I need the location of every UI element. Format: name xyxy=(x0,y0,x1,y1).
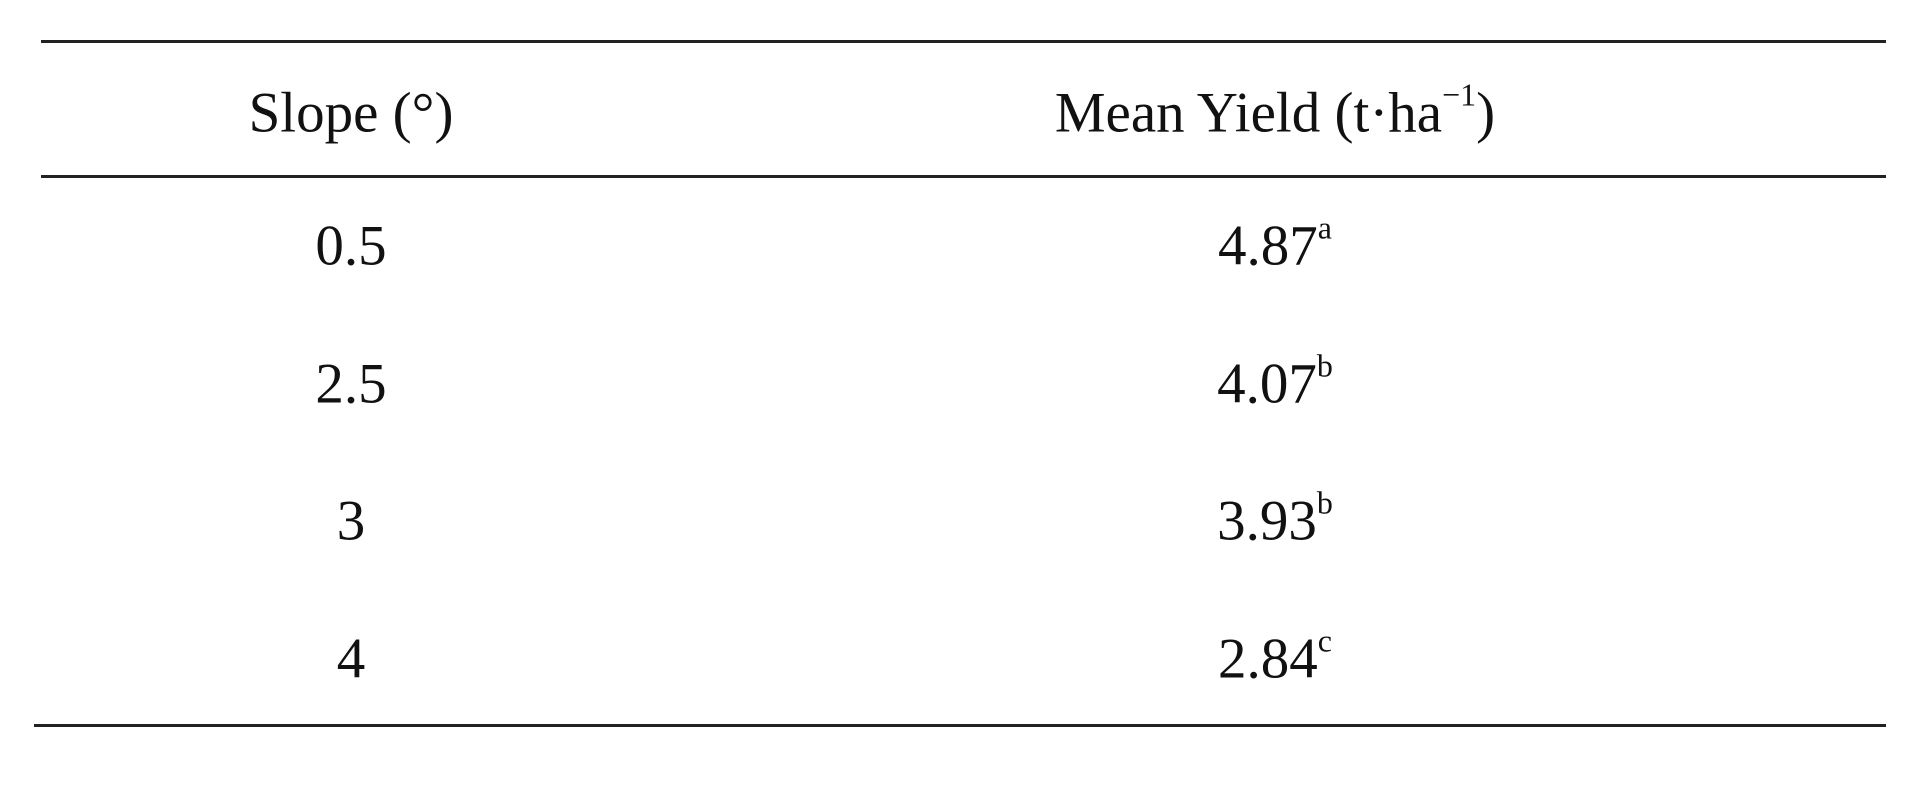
superscript: b xyxy=(1316,484,1333,521)
body-cell-text: 0.5 xyxy=(315,214,387,278)
body-cell-text: 4.87 xyxy=(1218,214,1318,278)
body-cell: 4.07b xyxy=(1217,350,1333,416)
body-cell: 0.5 xyxy=(315,218,386,275)
body-cell: 3 xyxy=(337,493,366,550)
superscript: b xyxy=(1316,347,1333,384)
header-cell-text: Slope (°) xyxy=(248,81,454,145)
body-cell: 2.5 xyxy=(315,356,386,413)
superscript: −1 xyxy=(1442,76,1477,113)
body-cell: 4 xyxy=(337,631,366,688)
body-cell-text: 2.84 xyxy=(1218,627,1318,691)
superscript: a xyxy=(1317,209,1332,246)
body-cell: 3.93b xyxy=(1217,487,1333,553)
body-cell-text: 4.07 xyxy=(1217,352,1317,416)
body-cell: 2.84c xyxy=(1218,625,1332,691)
top-rule xyxy=(41,40,1886,43)
body-cell-text: 2.5 xyxy=(315,352,387,416)
body-cell-text: 3 xyxy=(336,489,366,553)
header-cell: Slope (°) xyxy=(249,85,454,142)
bottom-rule xyxy=(34,724,1886,727)
header-rule xyxy=(41,175,1886,178)
header-cell-text: ) xyxy=(1476,81,1496,145)
body-cell-text: 4 xyxy=(336,627,366,691)
header-cell-text: Mean Yield (t·ha xyxy=(1054,81,1443,145)
body-cell: 4.87a xyxy=(1218,212,1332,278)
header-cell: Mean Yield (t·ha−1) xyxy=(1054,79,1496,145)
body-cell-text: 3.93 xyxy=(1217,489,1317,553)
superscript: c xyxy=(1317,622,1332,659)
